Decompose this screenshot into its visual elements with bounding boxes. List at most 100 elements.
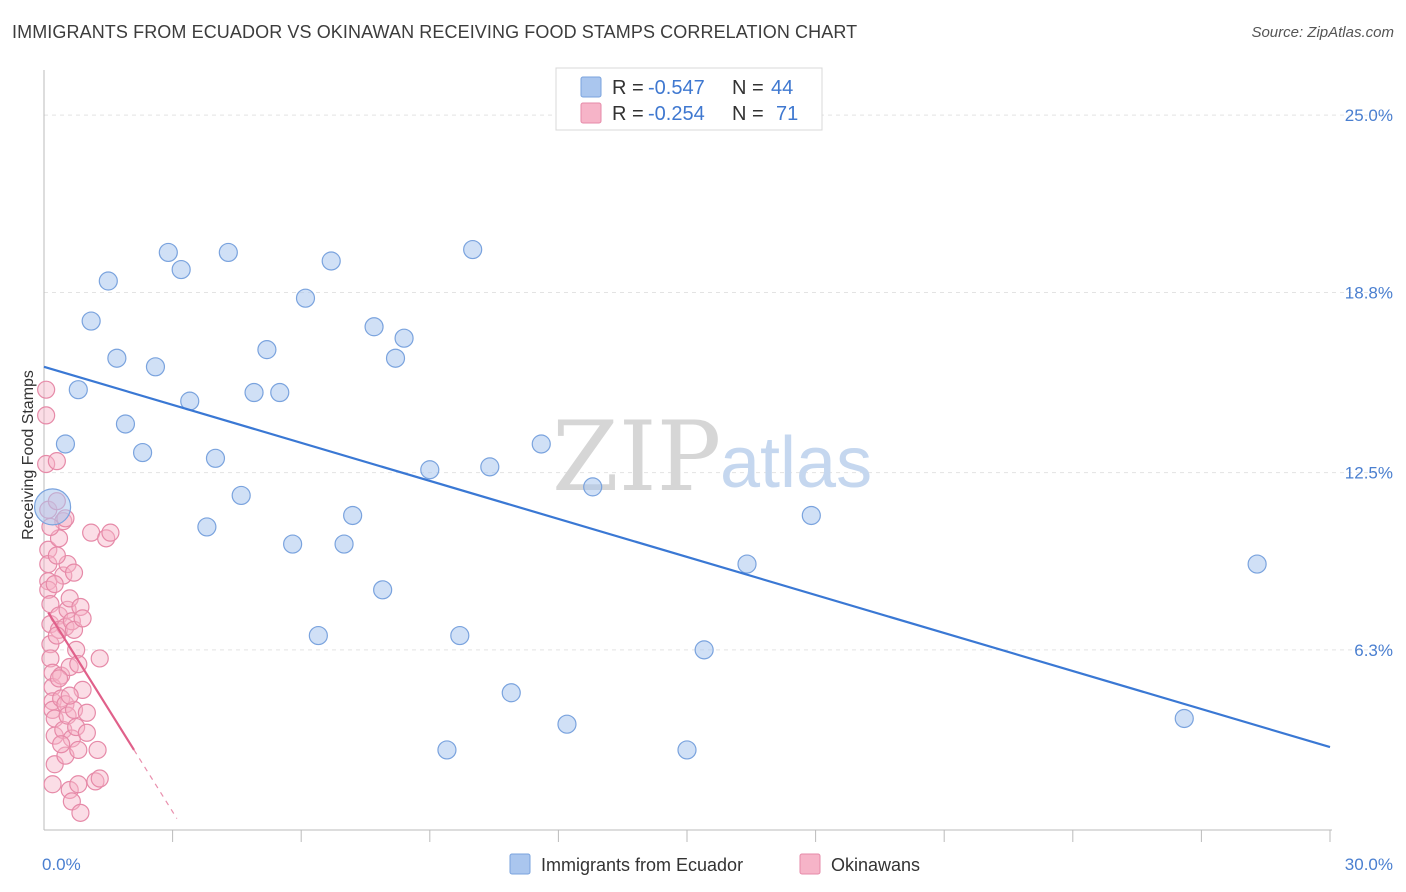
y-axis-label: Receiving Food Stamps <box>20 370 37 540</box>
ecuador-point-1 <box>55 434 76 454</box>
bottom-legend-swatch-okinawans <box>799 853 821 875</box>
series-legend: Immigrants from Ecuador Okinawans <box>509 853 920 875</box>
ecuador-point-21 <box>308 625 328 646</box>
ecuador-point-28 <box>394 328 414 348</box>
okinawan-point-52 <box>71 803 90 822</box>
bottom-legend-swatch-ecuador <box>509 853 531 875</box>
okinawan-point-43 <box>64 563 84 582</box>
ecuador-point-5 <box>107 348 127 368</box>
okinawan-point-20 <box>47 452 66 471</box>
trend-lines <box>43 365 1331 819</box>
ecuador-point-25 <box>364 317 384 337</box>
okinawan-point-57 <box>88 740 107 760</box>
okinawan-point-70 <box>77 723 96 742</box>
ecuador-point-23 <box>334 534 354 554</box>
ecuador-points <box>33 239 1267 760</box>
ecuador-point-24 <box>343 505 363 526</box>
y-tick-labels: 6.3% 12.5% 18.8% 25.0% <box>1345 106 1393 660</box>
ecuador-point-12 <box>197 517 217 537</box>
bottom-legend-label-okinawans: Okinawans <box>831 855 920 875</box>
y-tick-label-3: 25.0% <box>1345 106 1393 125</box>
okinawan-point-58 <box>90 649 109 668</box>
okinawan-point-2 <box>37 454 56 474</box>
ecuador-point-3 <box>81 311 101 331</box>
y-tick-label-1: 12.5% <box>1345 464 1393 483</box>
ecuador-point-18 <box>270 382 290 403</box>
x-tick-label-1: 30.0% <box>1345 855 1393 874</box>
ecuador-point-35 <box>531 434 551 454</box>
okinawan-point-64 <box>49 669 69 688</box>
ecuador-point-27 <box>385 348 406 368</box>
okinawan-point-68 <box>45 574 64 594</box>
x-tick-label-0: 0.0% <box>42 855 81 874</box>
okinawan-point-47 <box>67 717 86 737</box>
ecuador-point-15 <box>231 485 251 506</box>
source-credit: Source: ZipAtlas.com <box>1251 24 1394 41</box>
ecuador-point-32 <box>463 239 483 260</box>
okinawan-point-65 <box>52 735 71 754</box>
ecuador-point-10 <box>171 259 191 280</box>
ecuador-point-38 <box>677 740 697 760</box>
legend-n-label-ecuador: N = <box>732 77 764 99</box>
legend-swatch-okinawans <box>580 102 602 124</box>
legend-n-value-okinawans: 71 <box>776 103 798 125</box>
ecuador-point-31 <box>450 625 470 646</box>
y-tick-label-0: 6.3% <box>1354 641 1393 660</box>
okinawan-trend-line <box>47 612 135 751</box>
okinawan-point-11 <box>41 649 60 668</box>
legend-swatch-ecuador <box>580 76 602 98</box>
ecuador-point-41 <box>801 505 821 526</box>
grid-lines <box>44 114 1393 651</box>
okinawan-point-51 <box>71 597 90 617</box>
ecuador-point-29 <box>420 460 440 480</box>
ecuador-point-36 <box>557 714 577 734</box>
legend-r-label-ecuador: R = <box>612 77 644 99</box>
okinawans-points <box>37 380 120 822</box>
ecuador-point-39 <box>694 640 714 660</box>
okinawan-trend-extension <box>133 749 178 819</box>
okinawan-point-67 <box>73 609 92 628</box>
ecuador-point-6 <box>115 414 136 434</box>
ecuador-point-22 <box>321 251 341 271</box>
correlation-legend: R = -0.547 N = 44 R = -0.254 N = 71 <box>555 67 823 131</box>
ecuador-point-30 <box>437 740 457 760</box>
ecuador-point-17 <box>257 340 277 360</box>
ecuador-point-37 <box>583 477 603 497</box>
watermark-zip: ZIP <box>552 401 721 513</box>
okinawan-point-61 <box>101 523 120 542</box>
okinawan-point-50 <box>69 775 88 794</box>
okinawan-point-54 <box>77 703 96 722</box>
x-minor-ticks <box>172 830 1331 842</box>
ecuador-point-20 <box>295 288 316 308</box>
watermark: ZIP atlas <box>552 401 872 513</box>
ecuador-point-7 <box>132 442 153 463</box>
ecuador-point-13 <box>205 448 226 468</box>
okinawan-point-62 <box>47 546 66 565</box>
ecuador-point-42 <box>1174 708 1194 729</box>
okinawan-point-49 <box>69 740 88 760</box>
ecuador-point-16 <box>244 382 264 403</box>
watermark-atlas: atlas <box>720 423 872 503</box>
ecuador-point-0 <box>33 488 72 526</box>
bottom-legend-label-ecuador: Immigrants from Ecuador <box>541 855 743 875</box>
legend-r-value-okinawans: -0.254 <box>648 103 705 125</box>
ecuador-point-40 <box>737 554 757 574</box>
chart-title: IMMIGRANTS FROM ECUADOR VS OKINAWAN RECE… <box>12 22 858 42</box>
ecuador-point-26 <box>373 580 393 600</box>
y-tick-label-2: 18.8% <box>1345 283 1393 302</box>
ecuador-point-2 <box>68 380 88 400</box>
legend-r-label-okinawans: R = <box>612 103 644 125</box>
okinawan-point-1 <box>37 406 56 425</box>
ecuador-trend-line <box>43 365 1331 749</box>
ecuador-point-19 <box>283 534 303 554</box>
legend-n-value-ecuador: 44 <box>771 77 793 99</box>
ecuador-point-43 <box>1247 554 1267 574</box>
okinawan-point-0 <box>37 380 56 399</box>
x-tick-labels: 0.0% 30.0% <box>42 855 1393 874</box>
ecuador-point-8 <box>145 357 166 377</box>
ecuador-point-14 <box>218 242 238 263</box>
okinawan-point-59 <box>90 769 109 788</box>
legend-n-label-okinawans: N = <box>732 103 764 125</box>
legend-r-value-ecuador: -0.547 <box>648 77 705 99</box>
